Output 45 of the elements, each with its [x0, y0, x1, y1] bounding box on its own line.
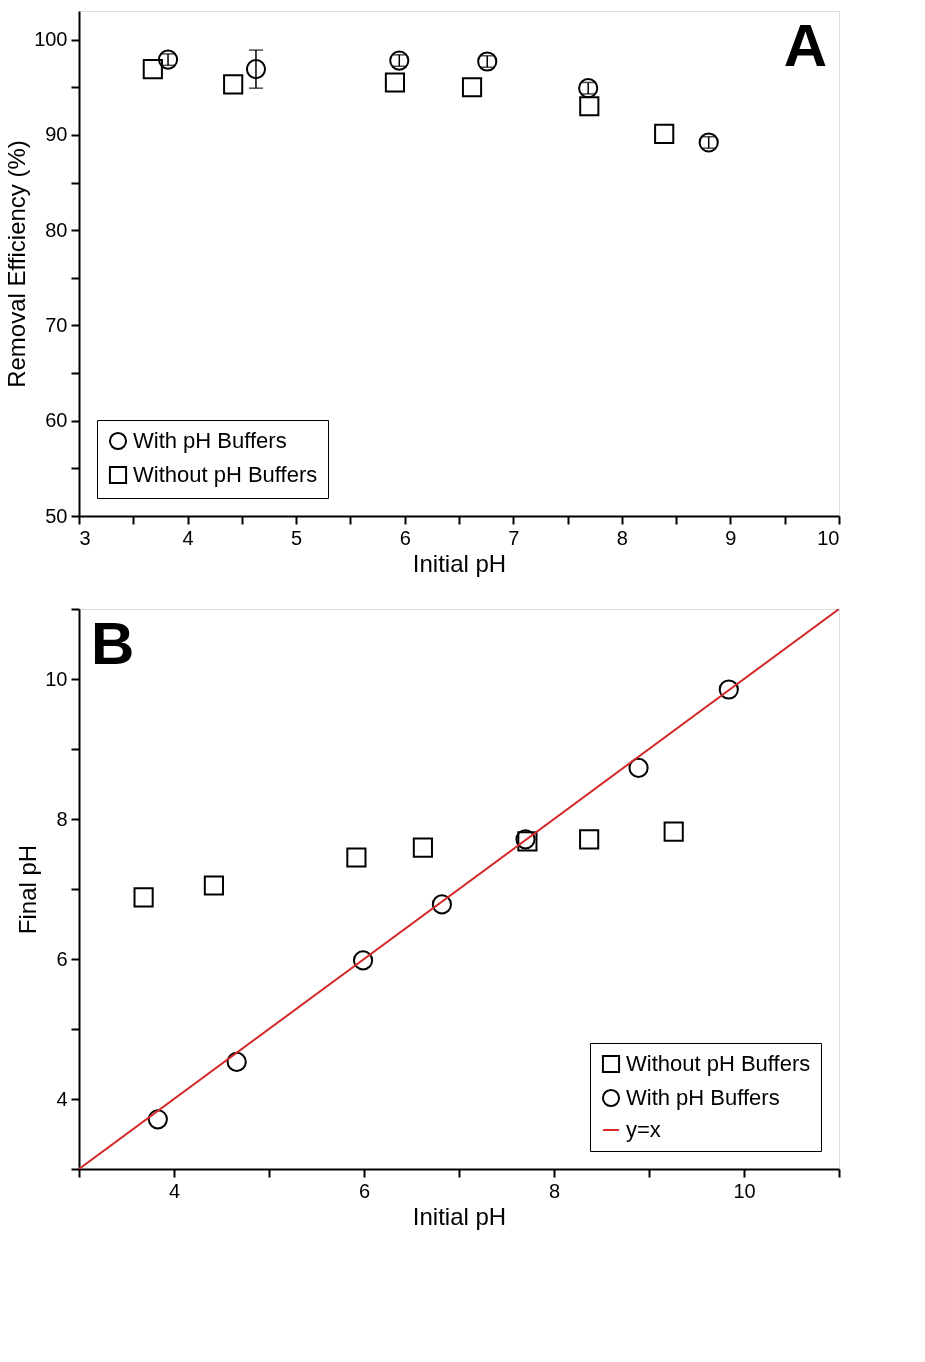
x-axis-title: Initial pH: [412, 549, 507, 577]
legend-label: y=x: [626, 1117, 661, 1142]
y-tick-label: 6: [56, 947, 68, 970]
legend-label: With pH Buffers: [626, 1085, 780, 1110]
annotation: B: [91, 610, 135, 677]
x-tick-label: 10: [733, 1179, 756, 1202]
point: [226, 1051, 247, 1072]
y-tick-label: 60: [45, 409, 68, 432]
y-tick-label: 100: [34, 28, 68, 51]
legend-label: Without pH Buffers: [133, 462, 318, 487]
legend-label: Without pH Buffers: [626, 1051, 811, 1076]
x-tick-label: 8: [616, 526, 628, 549]
point: [579, 829, 600, 850]
y-tick-label: 4: [56, 1087, 68, 1110]
point: [431, 894, 452, 915]
point: [133, 887, 154, 908]
x-tick-label: 10: [817, 526, 840, 549]
x-tick-label: 7: [508, 526, 520, 549]
y-axis-title: Final pH: [14, 844, 42, 935]
x-tick-label: 8: [548, 1179, 561, 1202]
x-tick-label: 9: [725, 526, 737, 549]
point: [628, 757, 649, 778]
point: [718, 679, 739, 700]
y-tick-label: 8: [56, 807, 68, 830]
x-tick-label: 6: [399, 526, 411, 549]
y-tick-label: 70: [45, 313, 68, 336]
x-tick-label: 6: [358, 1179, 371, 1202]
x-tick-label: 4: [168, 1179, 181, 1202]
x-tick-label: 4: [182, 526, 194, 549]
y-tick-label: 90: [45, 123, 68, 146]
y-tick-label: 50: [45, 504, 68, 527]
point: [147, 1109, 168, 1130]
point: [203, 875, 224, 896]
point: [663, 821, 684, 842]
annotation: A: [783, 12, 827, 79]
y-axis-title: Removal Efficiency (%): [3, 140, 31, 388]
point: [352, 950, 374, 971]
x-tick-label: 5: [291, 526, 303, 549]
x-axis-title: Initial pH: [412, 1202, 507, 1230]
point: [412, 837, 433, 858]
x-tick-label: 3: [79, 526, 91, 549]
y-tick-label: 10: [45, 667, 68, 690]
legend-label: With pH Buffers: [133, 428, 287, 453]
point: [346, 847, 367, 868]
y-tick-label: 80: [45, 218, 68, 241]
